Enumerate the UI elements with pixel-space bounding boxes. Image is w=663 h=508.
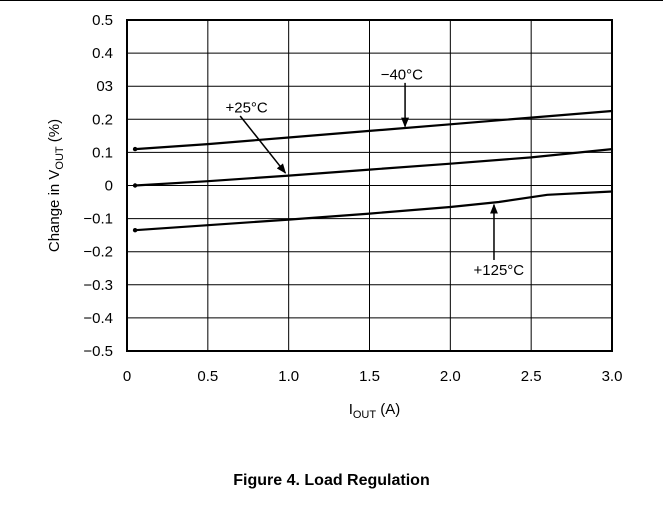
series-line — [134, 148, 614, 187]
x-tick-labels: 0 0.5 1.0 1.5 2.0 2.5 3.0 — [123, 368, 623, 385]
grid — [126, 19, 613, 352]
x-tick-label: 1.5 — [359, 368, 380, 385]
series-line — [134, 109, 614, 151]
y-axis-title-sub: OUT — [54, 146, 66, 170]
annotation-arrow — [239, 115, 287, 174]
y-tick-label: 0.2 — [92, 111, 113, 128]
y-axis-title-main: Change in V — [46, 170, 63, 253]
y-tick-label: −0.4 — [83, 310, 113, 327]
x-axis-title: IOUT (A) — [349, 401, 401, 421]
figure-caption: Figure 4. Load Regulation — [233, 472, 430, 489]
y-tick-label: −0.3 — [83, 277, 113, 294]
top-rule — [0, 0, 663, 1]
x-tick-label: 1.0 — [278, 368, 299, 385]
load-regulation-chart: −40°C +25°C +125°C 0.5 0.4 03 0.2 0.1 0 −0.1 −0.2… — [46, 12, 623, 421]
y-axis-title-tail: (%) — [46, 119, 63, 147]
y-tick-label: 0 — [105, 178, 113, 195]
y-tick-label: 03 — [96, 78, 113, 95]
y-axis-title: Change in VOUT (%) — [46, 119, 66, 252]
series-line — [134, 190, 614, 232]
x-tick-label: 3.0 — [602, 368, 623, 385]
series-label: +25°C — [225, 100, 267, 117]
y-tick-label: 0.1 — [92, 144, 113, 161]
x-axis-title-tail: (A) — [376, 401, 400, 418]
y-tick-label: 0.5 — [92, 12, 113, 29]
plot-frame — [126, 19, 613, 352]
y-tick-label: −0.1 — [83, 211, 113, 228]
x-tick-label: 2.5 — [521, 368, 542, 385]
series-start-point — [132, 146, 138, 152]
series-label: +125°C — [474, 262, 525, 279]
series-label: −40°C — [381, 67, 423, 84]
x-tick-label: 0 — [123, 368, 131, 385]
annotation-layer: −40°C +25°C +125°C — [225, 67, 524, 279]
series-layer — [132, 109, 614, 233]
x-tick-label: 0.5 — [197, 368, 218, 385]
y-tick-label: −0.2 — [83, 244, 113, 261]
x-tick-label: 2.0 — [440, 368, 461, 385]
series-start-point — [132, 183, 138, 188]
y-tick-label: 0.4 — [92, 45, 113, 62]
y-tick-label: −0.5 — [83, 343, 113, 360]
x-axis-title-sub: OUT — [353, 409, 377, 421]
x-axis-title-main: I — [349, 401, 353, 418]
series-start-point — [132, 227, 138, 233]
y-tick-labels: 0.5 0.4 03 0.2 0.1 0 −0.1 −0.2 −0.3 −0.4 −0.5 — [83, 12, 113, 360]
